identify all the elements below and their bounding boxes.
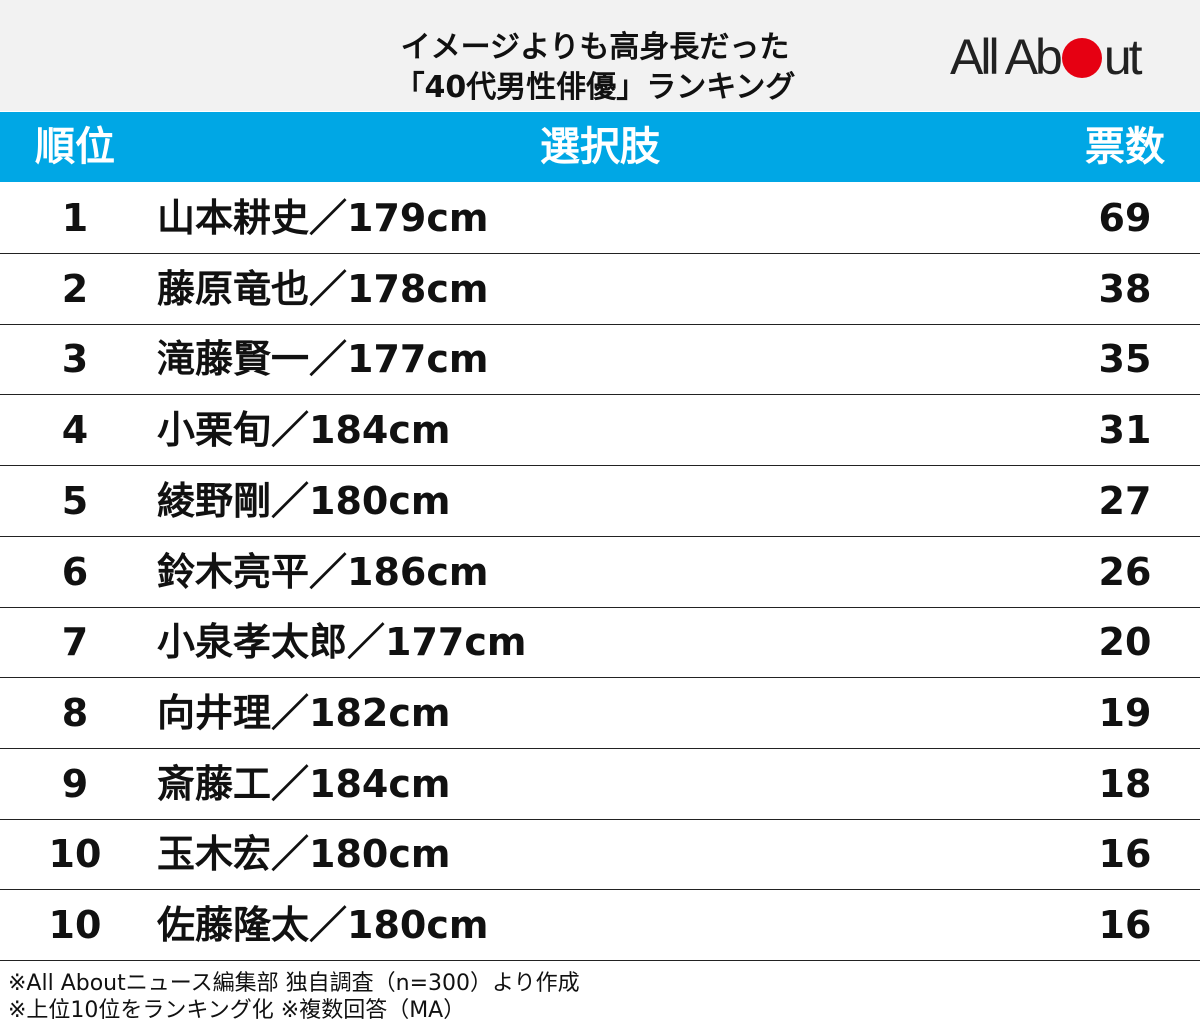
rank: 6	[61, 549, 89, 594]
votes: 31	[1098, 408, 1152, 453]
choice: 藤原竜也／178cm	[157, 266, 489, 311]
votes: 19	[1098, 690, 1152, 735]
table-row: 3 滝藤賢一／177cm 35	[0, 324, 1200, 396]
footnote: ※上位10位をランキング化 ※複数回答（MA）	[8, 998, 466, 1023]
rank: 8	[61, 690, 89, 735]
choice: 滝藤賢一／177cm	[157, 337, 489, 382]
rank: 10	[48, 832, 102, 877]
column-header: 順位	[35, 124, 115, 170]
rank: 7	[61, 620, 89, 665]
rank: 10	[48, 903, 102, 947]
header: イメージよりも高身長だった 「40代男性俳優」ランキング All About	[0, 0, 1200, 111]
choice: 山本耕史／179cm	[157, 196, 489, 240]
choice: 向井理／182cm	[157, 690, 451, 735]
votes: 27	[1098, 478, 1152, 523]
rank: 3	[61, 337, 89, 382]
choice: 鈴木亮平／186cm	[157, 549, 489, 594]
table-row: 5 綾野剛／180cm 27	[0, 466, 1200, 537]
table-row: 2 藤原竜也／178cm 38	[0, 254, 1200, 325]
votes: 38	[1098, 266, 1152, 311]
table-row: 4 小栗旬／184cm 31	[0, 395, 1200, 467]
table-row: 6 鈴木亮平／186cm 26	[0, 537, 1200, 608]
votes: 16	[1098, 832, 1152, 877]
footnote: ※All Aboutニュース編集部 独自調査（n=300）より作成	[8, 971, 580, 996]
rank: 9	[61, 761, 89, 806]
choice: 佐藤隆太／180cm	[157, 903, 489, 947]
logo-dot: o	[1061, 38, 1102, 78]
votes: 69	[1098, 196, 1152, 240]
votes: 16	[1098, 903, 1152, 947]
table-row: 10 佐藤隆太／180cm 16	[0, 890, 1200, 961]
votes: 20	[1098, 620, 1152, 665]
table-row: 8 向井理／182cm 19	[0, 678, 1200, 749]
table-row: 9 斎藤工／184cm 18	[0, 749, 1200, 820]
table-row: 10 玉木宏／180cm 16	[0, 819, 1200, 891]
choice: 綾野剛／180cm	[157, 478, 451, 523]
choice: 小泉孝太郎／177cm	[157, 620, 527, 665]
choice: 小栗旬／184cm	[157, 408, 451, 453]
rank: 2	[61, 266, 89, 311]
rank: 4	[61, 408, 89, 453]
choice: 玉木宏／180cm	[157, 832, 451, 877]
logo: All About	[950, 29, 1143, 85]
table-row: 1 山本耕史／179cm 69	[0, 183, 1200, 254]
rank: 5	[61, 478, 89, 523]
title-line: イメージよりも高身長だった	[400, 30, 790, 65]
column-header: 選択肢	[540, 124, 660, 170]
table-header: 順位 選択肢 票数	[0, 112, 1200, 182]
title-line: 「40代男性俳優」ランキング	[394, 70, 796, 105]
choice: 斎藤工／184cm	[157, 761, 451, 806]
table-row: 7 小泉孝太郎／177cm 20	[0, 607, 1200, 679]
votes: 26	[1098, 549, 1152, 594]
votes: 18	[1098, 761, 1152, 806]
column-header: 票数	[1085, 124, 1165, 170]
rank: 1	[61, 196, 89, 240]
votes: 35	[1098, 337, 1152, 382]
